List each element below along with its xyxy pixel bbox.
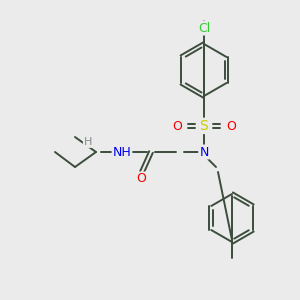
Text: O: O: [136, 172, 146, 185]
Text: H: H: [84, 137, 92, 147]
Text: N: N: [199, 146, 209, 158]
Text: O: O: [172, 119, 182, 133]
Text: Cl: Cl: [198, 22, 210, 34]
Text: O: O: [226, 119, 236, 133]
Text: S: S: [200, 119, 208, 133]
Text: NH: NH: [112, 146, 131, 158]
